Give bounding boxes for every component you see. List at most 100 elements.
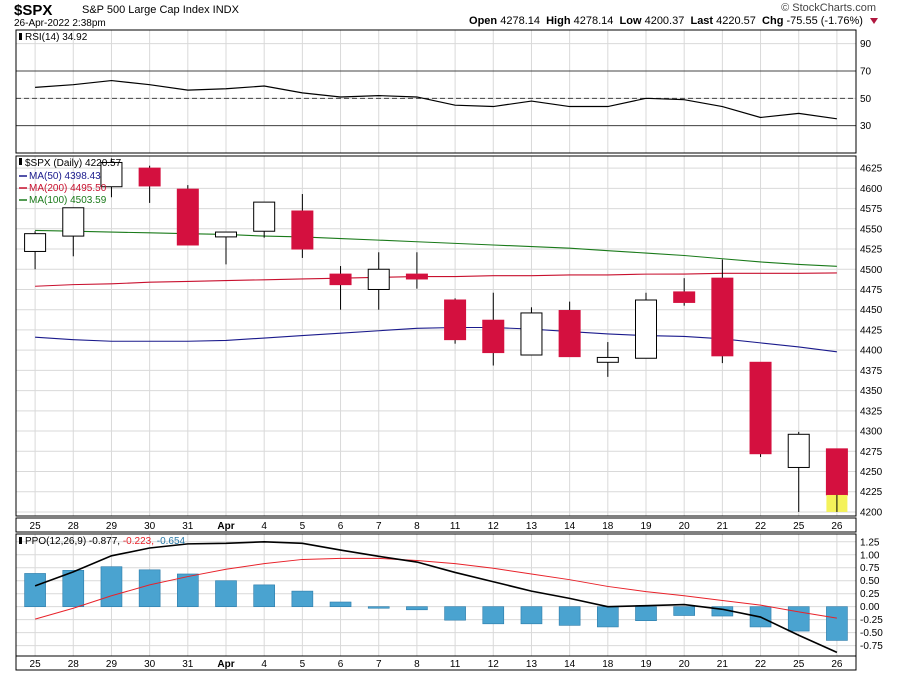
x-tick-label: 26 [831, 659, 843, 670]
candle-body [291, 210, 314, 250]
rsi-line [35, 79, 837, 120]
price-legend: $SPX (Daily) 4220.57 [25, 158, 122, 169]
ppo-tick-label: 1.25 [860, 537, 880, 548]
ppo-hist-bar [826, 606, 848, 641]
ppo-legend-hist: -0.654 [157, 536, 186, 547]
x-tick-label: 8 [414, 521, 420, 532]
x-tick-label: 6 [338, 521, 344, 532]
ppo-hist-bar [177, 573, 199, 607]
x-tick-label: 11 [450, 521, 461, 532]
x-tick-label: 29 [106, 659, 118, 670]
price-tick-label: 4250 [860, 467, 883, 478]
price-panel [24, 158, 848, 512]
ppo-hist-bar [253, 584, 275, 607]
open-label: Open [469, 15, 498, 27]
rsi-legend-marker [19, 33, 22, 40]
ohlc-readout: Open 4278.14 High 4278.14 Low 4200.37 La… [469, 15, 878, 27]
ppo-hist-bar [100, 566, 123, 607]
ma-legend-text: MA(200) 4495.50 [29, 183, 107, 194]
ppo-tick-label: 1.00 [860, 550, 880, 561]
x-tick-label: Apr [217, 659, 234, 670]
candle-body [444, 299, 467, 341]
x-tick-label: 25 [793, 521, 805, 532]
timestamp: 26-Apr-2022 2:38pm [14, 18, 106, 29]
axes-layer: 3050709042004225425042754300432543504375… [15, 29, 883, 671]
x-tick-label: 29 [106, 521, 118, 532]
low-value: 4200.37 [644, 15, 685, 27]
date-strip-top [15, 517, 857, 533]
ppo-hist-bar [367, 606, 390, 609]
x-tick-label: 7 [376, 659, 382, 670]
high-label: High [546, 15, 571, 27]
price-tick-label: 4350 [860, 386, 883, 397]
ppo-hist-bar [597, 606, 619, 628]
rsi-tick-label: 70 [860, 67, 872, 78]
symbol-label: $SPX [14, 2, 53, 19]
x-tick-label: 6 [338, 659, 344, 670]
ma-legend-text: MA(100) 4503.59 [29, 195, 107, 206]
x-tick-label: 4 [261, 521, 267, 532]
ppo-tick-label: -0.25 [860, 615, 883, 626]
x-tick-label: 5 [300, 659, 306, 670]
last-label: Last [690, 15, 714, 27]
candle-body [176, 188, 199, 246]
ppo-hist-bar [673, 606, 695, 616]
candle-body [749, 361, 772, 455]
ppo-panel [24, 540, 848, 654]
x-tick-label: 30 [144, 659, 156, 670]
ppo-hist-bar [635, 606, 657, 621]
candle-body [787, 433, 810, 468]
candle-body [558, 310, 581, 358]
candle-body [825, 448, 848, 496]
rsi-legend-text: RSI(14) 34.92 [25, 32, 88, 43]
ma-legend: MA(100) 4503.59 [29, 195, 107, 206]
price-tick-label: 4300 [860, 427, 883, 438]
price-tick-label: 4550 [860, 224, 883, 235]
price-tick-label: 4225 [860, 487, 883, 498]
ppo-hist-bar [291, 590, 314, 607]
candle-body [215, 231, 237, 238]
ppo-signal-line [34, 557, 837, 620]
x-tick-label: 21 [717, 659, 729, 670]
x-tick-label: 31 [182, 521, 194, 532]
ppo-hist-bar [62, 570, 85, 607]
rsi-tick-label: 50 [860, 94, 872, 105]
ppo-hist-bar [482, 606, 505, 625]
x-tick-label: 18 [602, 659, 614, 670]
ma-line [35, 229, 837, 267]
ppo-hist-bar [558, 606, 581, 626]
ppo-legend-prefix: PPO(12,26,9) [25, 536, 89, 547]
legend-layer: RSI(14) 34.92 $SPX (Daily) 4220.57 MA(50) … [19, 32, 186, 547]
x-tick-label: 14 [564, 521, 576, 532]
x-tick-label: 25 [793, 659, 805, 670]
price-tick-label: 4600 [860, 184, 883, 195]
ppo-legend-marker [19, 537, 22, 544]
ma-line [35, 326, 837, 353]
ppo-hist-bar [215, 580, 237, 607]
price-tick-label: 4475 [860, 285, 883, 296]
price-tick-label: 4400 [860, 346, 883, 357]
x-tick-label: 30 [144, 521, 156, 532]
price-tick-label: 4500 [860, 265, 883, 276]
rsi-frame [15, 29, 857, 154]
candle-body [329, 273, 352, 286]
price-frame [15, 155, 857, 517]
x-tick-label: 31 [182, 659, 194, 670]
brand-text: © StockCharts.com [781, 2, 876, 14]
x-tick-label: 12 [488, 659, 500, 670]
rsi-tick-label: 30 [860, 121, 872, 132]
x-tick-label: 20 [679, 659, 691, 670]
ppo-tick-label: -0.75 [860, 641, 883, 652]
price-tick-label: 4425 [860, 325, 883, 336]
x-tick-label: 14 [564, 659, 576, 670]
ppo-tick-label: 0.00 [860, 602, 880, 613]
x-tick-label: Apr [217, 521, 234, 532]
candle-body [138, 167, 161, 187]
candle-body [711, 277, 734, 357]
ppo-hist-bar [444, 606, 466, 621]
low-label: Low [619, 15, 642, 27]
last-value: 4220.57 [716, 15, 756, 27]
ppo-line [34, 540, 838, 654]
ma-line [35, 272, 837, 287]
